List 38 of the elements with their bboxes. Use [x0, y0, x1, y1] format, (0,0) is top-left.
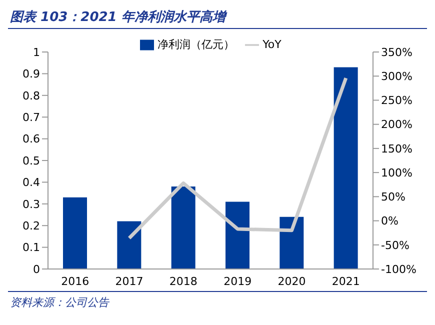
y-tick-label: 0.4	[22, 176, 40, 190]
y2-tick-label: -50%	[381, 238, 410, 252]
x-tick-label: 2016	[61, 274, 90, 288]
y-tick-label: 0.5	[22, 154, 40, 168]
y-tick-label: 0	[33, 262, 40, 276]
bar	[280, 216, 304, 269]
y-tick-label: 0.6	[22, 132, 40, 146]
y2-tick-label: 100%	[381, 166, 412, 180]
y-tick-label: 0.7	[22, 111, 40, 124]
y2-tick-label: 50%	[381, 190, 406, 204]
y2-tick-label: 250%	[381, 94, 412, 108]
y2-tick-label: -100%	[381, 262, 416, 276]
line-series	[128, 76, 348, 240]
y2-tick-label: 350%	[381, 46, 412, 59]
bar	[117, 221, 142, 269]
x-tick-label: 2020	[278, 274, 306, 288]
y-tick-label: 0.8	[22, 89, 40, 102]
chart-title: 图表 103：2021 年净利润水平高增	[8, 8, 427, 29]
y2-tick-label: 300%	[381, 70, 412, 84]
y-tick-label: 1	[33, 46, 40, 59]
y-tick-label: 0.9	[22, 68, 40, 81]
y2-tick-label: 0%	[381, 214, 398, 228]
bar	[63, 197, 87, 269]
legend-label: YoY	[262, 38, 282, 51]
y-tick-label: 0.3	[22, 198, 40, 211]
y-tick-label: 0.1	[22, 241, 40, 254]
y-tick-label: 0.2	[22, 220, 40, 233]
bar	[171, 186, 196, 269]
x-tick-label: 2021	[332, 274, 360, 288]
bar	[226, 202, 250, 269]
x-tick-label: 2017	[115, 274, 144, 288]
y2-tick-label: 150%	[381, 142, 412, 156]
y2-tick-label: 200%	[381, 118, 412, 132]
legend-label: 净利润（亿元）	[158, 38, 235, 51]
x-tick-label: 2018	[169, 274, 198, 288]
x-tick-label: 2019	[224, 274, 252, 288]
text: 资料来源：公司公告	[10, 295, 110, 310]
bar	[334, 67, 358, 269]
